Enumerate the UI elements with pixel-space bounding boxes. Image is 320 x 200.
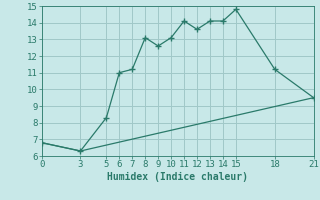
X-axis label: Humidex (Indice chaleur): Humidex (Indice chaleur) [107,172,248,182]
